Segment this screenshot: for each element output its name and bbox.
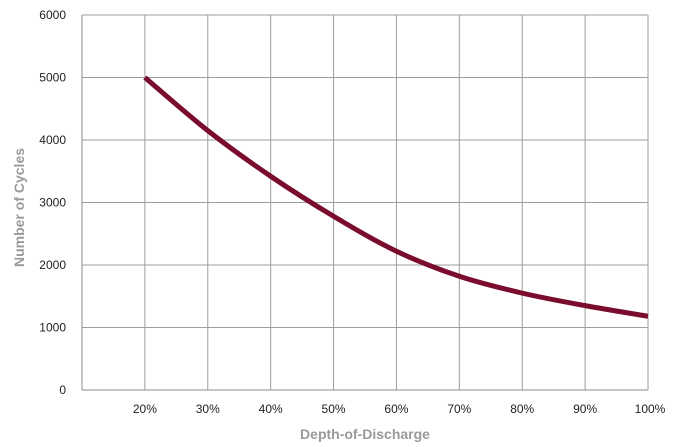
- y-tick-label: 1000: [39, 321, 66, 335]
- axes: [81, 14, 648, 391]
- x-tick-label: 30%: [196, 402, 220, 416]
- series-group: [143, 75, 649, 319]
- x-tick-label: 60%: [384, 402, 408, 416]
- y-tick-label: 0: [59, 383, 66, 397]
- series-line: [143, 75, 649, 319]
- y-tick-label: 3000: [39, 196, 66, 210]
- x-tick-label: 40%: [259, 402, 283, 416]
- y-tick-label: 6000: [39, 8, 66, 22]
- x-tick-label: 50%: [322, 402, 346, 416]
- x-tick-label: 100%: [635, 402, 666, 416]
- y-axis-title: Number of Cycles: [11, 148, 27, 267]
- y-tick-labels: 0 1000 2000 3000 4000 5000 6000: [39, 8, 66, 397]
- y-tick-label: 4000: [39, 133, 66, 147]
- x-axis-title: Depth-of-Discharge: [300, 426, 430, 442]
- y-tick-label: 5000: [39, 71, 66, 85]
- grid-lines: [82, 14, 649, 390]
- x-tick-label: 80%: [510, 402, 534, 416]
- x-tick-label: 90%: [573, 402, 597, 416]
- y-tick-label: 2000: [39, 258, 66, 272]
- x-tick-label: 20%: [133, 402, 157, 416]
- x-tick-labels: 20% 30% 40% 50% 60% 70% 80% 90% 100%: [133, 402, 666, 416]
- x-tick-label: 70%: [447, 402, 471, 416]
